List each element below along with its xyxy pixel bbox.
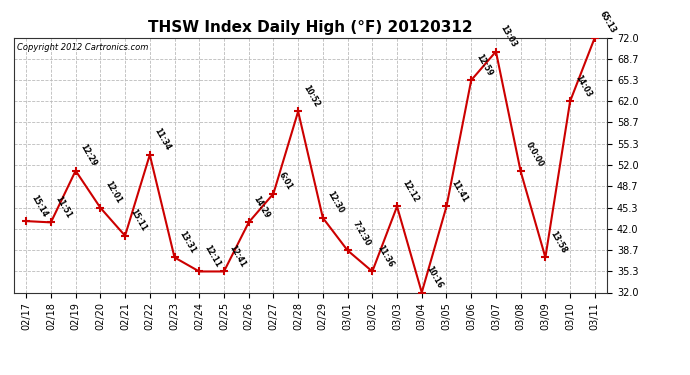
Text: 14:03: 14:03 bbox=[573, 73, 593, 99]
Text: 15:11: 15:11 bbox=[128, 208, 148, 233]
Text: 7:2:30: 7:2:30 bbox=[351, 220, 372, 248]
Text: 11:34: 11:34 bbox=[152, 127, 172, 152]
Text: 10:52: 10:52 bbox=[301, 84, 321, 109]
Text: 10:16: 10:16 bbox=[425, 264, 444, 290]
Text: 12:59: 12:59 bbox=[474, 53, 494, 78]
Title: THSW Index Daily High (°F) 20120312: THSW Index Daily High (°F) 20120312 bbox=[148, 20, 473, 35]
Text: 12:12: 12:12 bbox=[400, 178, 420, 204]
Text: 12:11: 12:11 bbox=[202, 243, 222, 269]
Text: 11:41: 11:41 bbox=[449, 178, 469, 204]
Text: 14:29: 14:29 bbox=[252, 194, 271, 220]
Text: 13:31: 13:31 bbox=[177, 230, 197, 255]
Text: 11:36: 11:36 bbox=[375, 243, 395, 269]
Text: 12:29: 12:29 bbox=[79, 143, 99, 168]
Text: 13:03: 13:03 bbox=[499, 24, 519, 49]
Text: 12:01: 12:01 bbox=[104, 180, 123, 205]
Text: 0:0:00: 0:0:00 bbox=[524, 141, 545, 169]
Text: 65:13: 65:13 bbox=[598, 10, 618, 35]
Text: 11:51: 11:51 bbox=[54, 195, 74, 220]
Text: 6:01: 6:01 bbox=[277, 170, 294, 191]
Text: 13:58: 13:58 bbox=[549, 230, 568, 255]
Text: 12:30: 12:30 bbox=[326, 190, 346, 215]
Text: 15:14: 15:14 bbox=[29, 193, 49, 219]
Text: Copyright 2012 Cartronics.com: Copyright 2012 Cartronics.com bbox=[17, 43, 148, 52]
Text: 12:41: 12:41 bbox=[227, 243, 247, 269]
